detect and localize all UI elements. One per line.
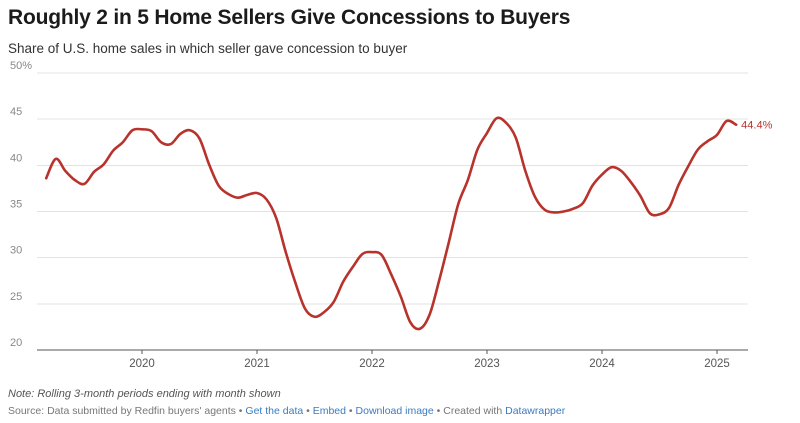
y-tick-label: 40 <box>10 152 22 164</box>
source-text: Source: Data submitted by Redfin buyers'… <box>8 405 236 417</box>
chart-subtitle: Share of U.S. home sales in which seller… <box>8 41 408 56</box>
x-tick-label: 2020 <box>129 358 155 370</box>
chart-note: Note: Rolling 3-month periods ending wit… <box>8 388 281 400</box>
download-image-link[interactable]: Download image <box>355 405 434 417</box>
x-axis-ticks: 2020 2021 2022 2023 2024 2025 <box>129 350 730 370</box>
y-tick-label: 35 <box>10 199 22 211</box>
chart-title: Roughly 2 in 5 Home Sellers Give Concess… <box>8 6 571 29</box>
source-line: Source: Data submitted by Redfin buyers'… <box>8 405 565 417</box>
created-with-text: • Created with <box>433 405 506 417</box>
y-tick-label: 20 <box>10 337 22 349</box>
y-tick-label: 45 <box>10 106 22 118</box>
gridlines <box>37 72 748 351</box>
y-tick-label: 50% <box>10 60 32 72</box>
datawrapper-link[interactable]: Datawrapper <box>505 405 566 417</box>
end-value-label: 44.4% <box>741 120 772 132</box>
x-tick-label: 2022 <box>359 358 385 370</box>
embed-link[interactable]: Embed <box>312 405 346 417</box>
x-tick-label: 2025 <box>704 358 730 370</box>
y-tick-label: 30 <box>10 245 22 257</box>
y-axis-ticks: 20 25 30 35 40 45 50% <box>10 60 32 349</box>
get-data-link[interactable]: Get the data <box>245 405 304 417</box>
y-tick-label: 25 <box>10 291 22 303</box>
x-tick-label: 2021 <box>244 358 270 370</box>
separator: • <box>235 405 246 417</box>
x-tick-label: 2024 <box>589 358 615 370</box>
separator: • <box>303 405 313 417</box>
series-line <box>44 116 738 331</box>
separator: • <box>346 405 356 417</box>
x-tick-label: 2023 <box>474 358 500 370</box>
